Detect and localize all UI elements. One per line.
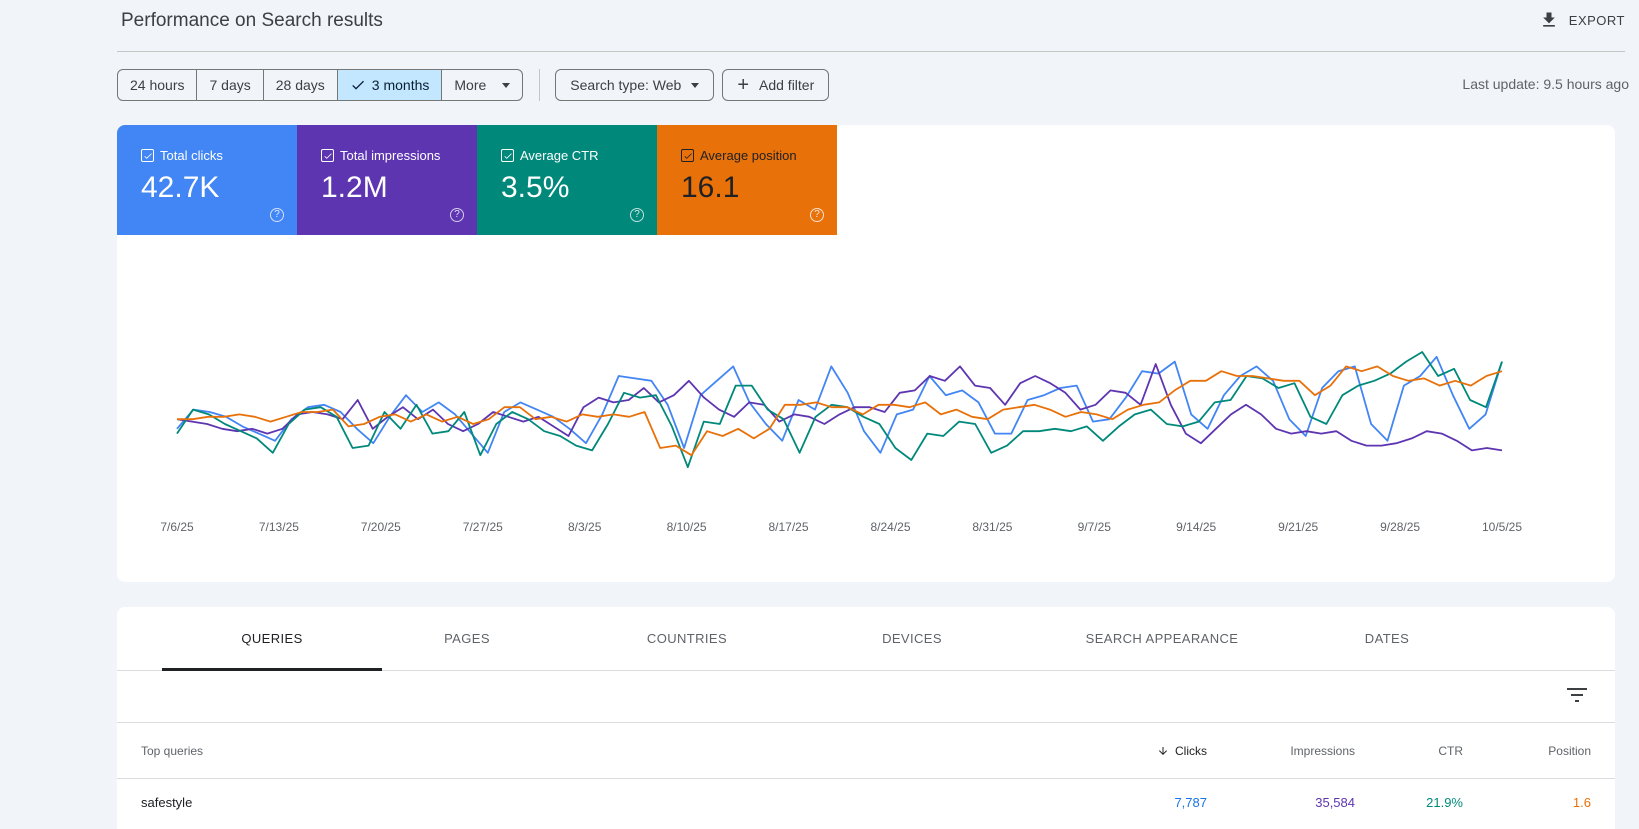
table-filter-row — [117, 671, 1615, 723]
range-7-days-button[interactable]: 7 days — [197, 70, 264, 100]
series-line-total-clicks — [176, 355, 1503, 454]
range-label: More — [454, 77, 487, 93]
x-tick-label: 8/10/25 — [667, 520, 707, 534]
metric-value: 42.7K — [141, 171, 220, 204]
metric-tile-average-position[interactable]: Average position 16.1 ? — [657, 125, 837, 235]
help-icon[interactable]: ? — [270, 208, 284, 222]
date-toolbar: 24 hours 7 days 28 days 3 months More Se… — [117, 69, 830, 101]
table-row[interactable]: safestyle 7,787 35,584 21.9% 1.6 — [117, 779, 1615, 827]
x-tick-label: 9/14/25 — [1176, 520, 1216, 534]
metric-tile-average-ctr[interactable]: Average CTR 3.5% ? — [477, 125, 657, 235]
series-line-total-impressions — [176, 363, 1503, 452]
search-type-label: Search type: Web — [570, 77, 682, 93]
filter-icon[interactable] — [1567, 687, 1587, 703]
column-header-impressions[interactable]: Impressions — [1290, 744, 1355, 758]
help-icon[interactable]: ? — [630, 208, 644, 222]
add-filter-button[interactable]: + Add filter — [722, 69, 830, 101]
metric-tile-total-impressions[interactable]: Total impressions 1.2M ? — [297, 125, 477, 235]
cell-ctr: 21.9% — [1426, 795, 1463, 810]
metric-value: 16.1 — [681, 171, 740, 204]
cell-query: safestyle — [141, 795, 193, 810]
help-icon[interactable]: ? — [810, 208, 824, 222]
metric-tile-total-clicks[interactable]: Total clicks 42.7K ? — [117, 125, 297, 235]
search-type-dropdown[interactable]: Search type: Web — [555, 69, 715, 101]
tab-countries[interactable]: COUNTRIES — [646, 631, 728, 646]
checkbox-checked-icon — [141, 149, 154, 162]
column-header-clicks[interactable]: Clicks — [1157, 744, 1207, 758]
x-tick-label: 7/6/25 — [160, 520, 194, 534]
range-label: 24 hours — [130, 77, 185, 93]
performance-chart-card: Total clicks 42.7K ? Total impressions 1… — [117, 125, 1615, 582]
export-button[interactable]: EXPORT — [1539, 10, 1625, 30]
cell-impressions: 35,584 — [1315, 795, 1355, 810]
export-label: EXPORT — [1568, 12, 1625, 28]
data-table-card: QUERIES PAGES COUNTRIES DEVICES SEARCH A… — [117, 607, 1615, 829]
series-line-average-ctr — [176, 351, 1503, 469]
tab-search-appearance[interactable]: SEARCH APPEARANCE — [1085, 631, 1239, 646]
check-icon — [352, 80, 364, 90]
range-3-months-button[interactable]: 3 months — [337, 70, 443, 100]
help-icon[interactable]: ? — [450, 208, 464, 222]
metric-label: Average position — [700, 148, 797, 163]
column-header-label: Clicks — [1175, 744, 1207, 758]
x-tick-label: 8/31/25 — [972, 520, 1012, 534]
date-range-selector: 24 hours 7 days 28 days 3 months More — [117, 69, 524, 101]
x-tick-label: 9/21/25 — [1278, 520, 1318, 534]
chevron-down-icon — [502, 82, 511, 88]
range-more-dropdown[interactable]: More — [442, 70, 522, 100]
x-tick-label: 9/28/25 — [1380, 520, 1420, 534]
x-tick-label: 8/17/25 — [768, 520, 808, 534]
cell-clicks: 7,787 — [1174, 795, 1207, 810]
range-24-hours-button[interactable]: 24 hours — [118, 70, 198, 100]
tab-devices[interactable]: DEVICES — [882, 631, 942, 646]
checkbox-checked-icon — [501, 149, 514, 162]
tab-dates[interactable]: DATES — [1364, 631, 1410, 646]
plus-icon: + — [737, 74, 749, 96]
range-label: 28 days — [275, 77, 325, 93]
download-icon — [1542, 12, 1555, 27]
column-header-ctr[interactable]: CTR — [1438, 744, 1463, 758]
dimension-tabs: QUERIES PAGES COUNTRIES DEVICES SEARCH A… — [117, 607, 1615, 671]
checkbox-checked-icon — [321, 149, 334, 162]
range-label: 3 months — [371, 77, 430, 93]
metric-label: Total clicks — [160, 148, 223, 163]
x-tick-label: 8/24/25 — [870, 520, 910, 534]
range-label: 7 days — [209, 77, 251, 93]
chevron-down-icon — [691, 82, 700, 88]
last-update-text: Last update: 9.5 hours ago — [1462, 76, 1629, 92]
active-tab-indicator — [162, 668, 382, 671]
metric-label: Total impressions — [340, 148, 441, 163]
add-filter-label: Add filter — [759, 77, 815, 93]
table-header: Top queries Clicks Impressions CTR Posit… — [117, 723, 1615, 779]
column-header-query: Top queries — [141, 744, 204, 758]
x-tick-label: 10/5/25 — [1482, 520, 1522, 534]
arrow-down-icon — [1159, 747, 1167, 755]
column-header-position[interactable]: Position — [1548, 744, 1591, 758]
page-title: Performance on Search results — [121, 10, 383, 31]
metric-value: 1.2M — [321, 171, 388, 204]
x-tick-label: 7/13/25 — [259, 520, 299, 534]
x-tick-label: 8/3/25 — [568, 520, 602, 534]
x-tick-label: 9/7/25 — [1078, 520, 1112, 534]
x-tick-label: 7/20/25 — [361, 520, 401, 534]
series-line-average-position — [177, 365, 1503, 457]
tab-queries[interactable]: QUERIES — [241, 631, 303, 646]
performance-line-chart[interactable]: 7/6/25 7/13/25 7/20/25 7/27/25 8/3/25 8/10/25… — [117, 235, 1615, 582]
metric-label: Average CTR — [520, 148, 599, 163]
x-tick-label: 7/27/25 — [463, 520, 503, 534]
checkbox-checked-icon — [681, 149, 694, 162]
range-28-days-button[interactable]: 28 days — [264, 70, 338, 100]
page-header: Performance on Search results EXPORT — [117, 0, 1625, 52]
cell-position: 1.6 — [1572, 795, 1591, 810]
tab-pages[interactable]: PAGES — [444, 631, 490, 646]
metric-tiles: Total clicks 42.7K ? Total impressions 1… — [117, 125, 1615, 235]
metric-value: 3.5% — [501, 171, 570, 204]
toolbar-divider — [539, 69, 541, 101]
